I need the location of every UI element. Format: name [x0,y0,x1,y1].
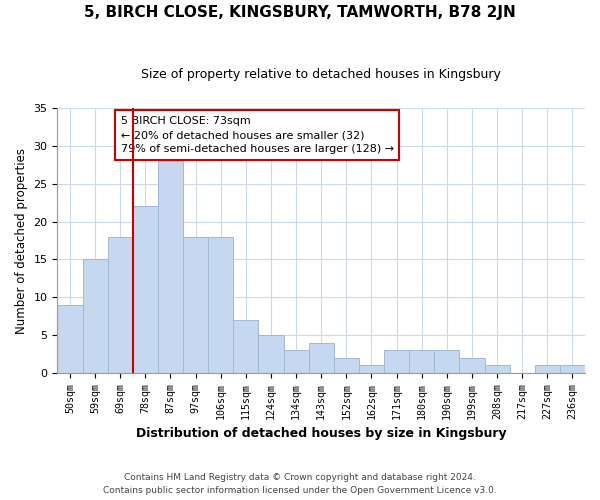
Text: 5 BIRCH CLOSE: 73sqm
← 20% of detached houses are smaller (32)
79% of semi-detac: 5 BIRCH CLOSE: 73sqm ← 20% of detached h… [121,116,394,154]
Bar [259,335,284,373]
Bar [58,305,83,373]
Bar [384,350,409,373]
Text: Contains HM Land Registry data © Crown copyright and database right 2024.
Contai: Contains HM Land Registry data © Crown c… [103,473,497,495]
X-axis label: Distribution of detached houses by size in Kingsbury: Distribution of detached houses by size … [136,427,506,440]
Bar [409,350,434,373]
Bar [359,366,384,373]
Bar [434,350,460,373]
Bar [107,236,133,373]
Bar [284,350,308,373]
Bar [308,342,334,373]
Y-axis label: Number of detached properties: Number of detached properties [15,148,28,334]
Bar [158,161,183,373]
Bar [560,366,585,373]
Bar [535,366,560,373]
Title: Size of property relative to detached houses in Kingsbury: Size of property relative to detached ho… [141,68,501,80]
Bar [133,206,158,373]
Bar [233,320,259,373]
Bar [460,358,485,373]
Bar [183,236,208,373]
Bar [485,366,509,373]
Bar [334,358,359,373]
Bar [208,236,233,373]
Bar [83,260,107,373]
Text: 5, BIRCH CLOSE, KINGSBURY, TAMWORTH, B78 2JN: 5, BIRCH CLOSE, KINGSBURY, TAMWORTH, B78… [84,5,516,20]
